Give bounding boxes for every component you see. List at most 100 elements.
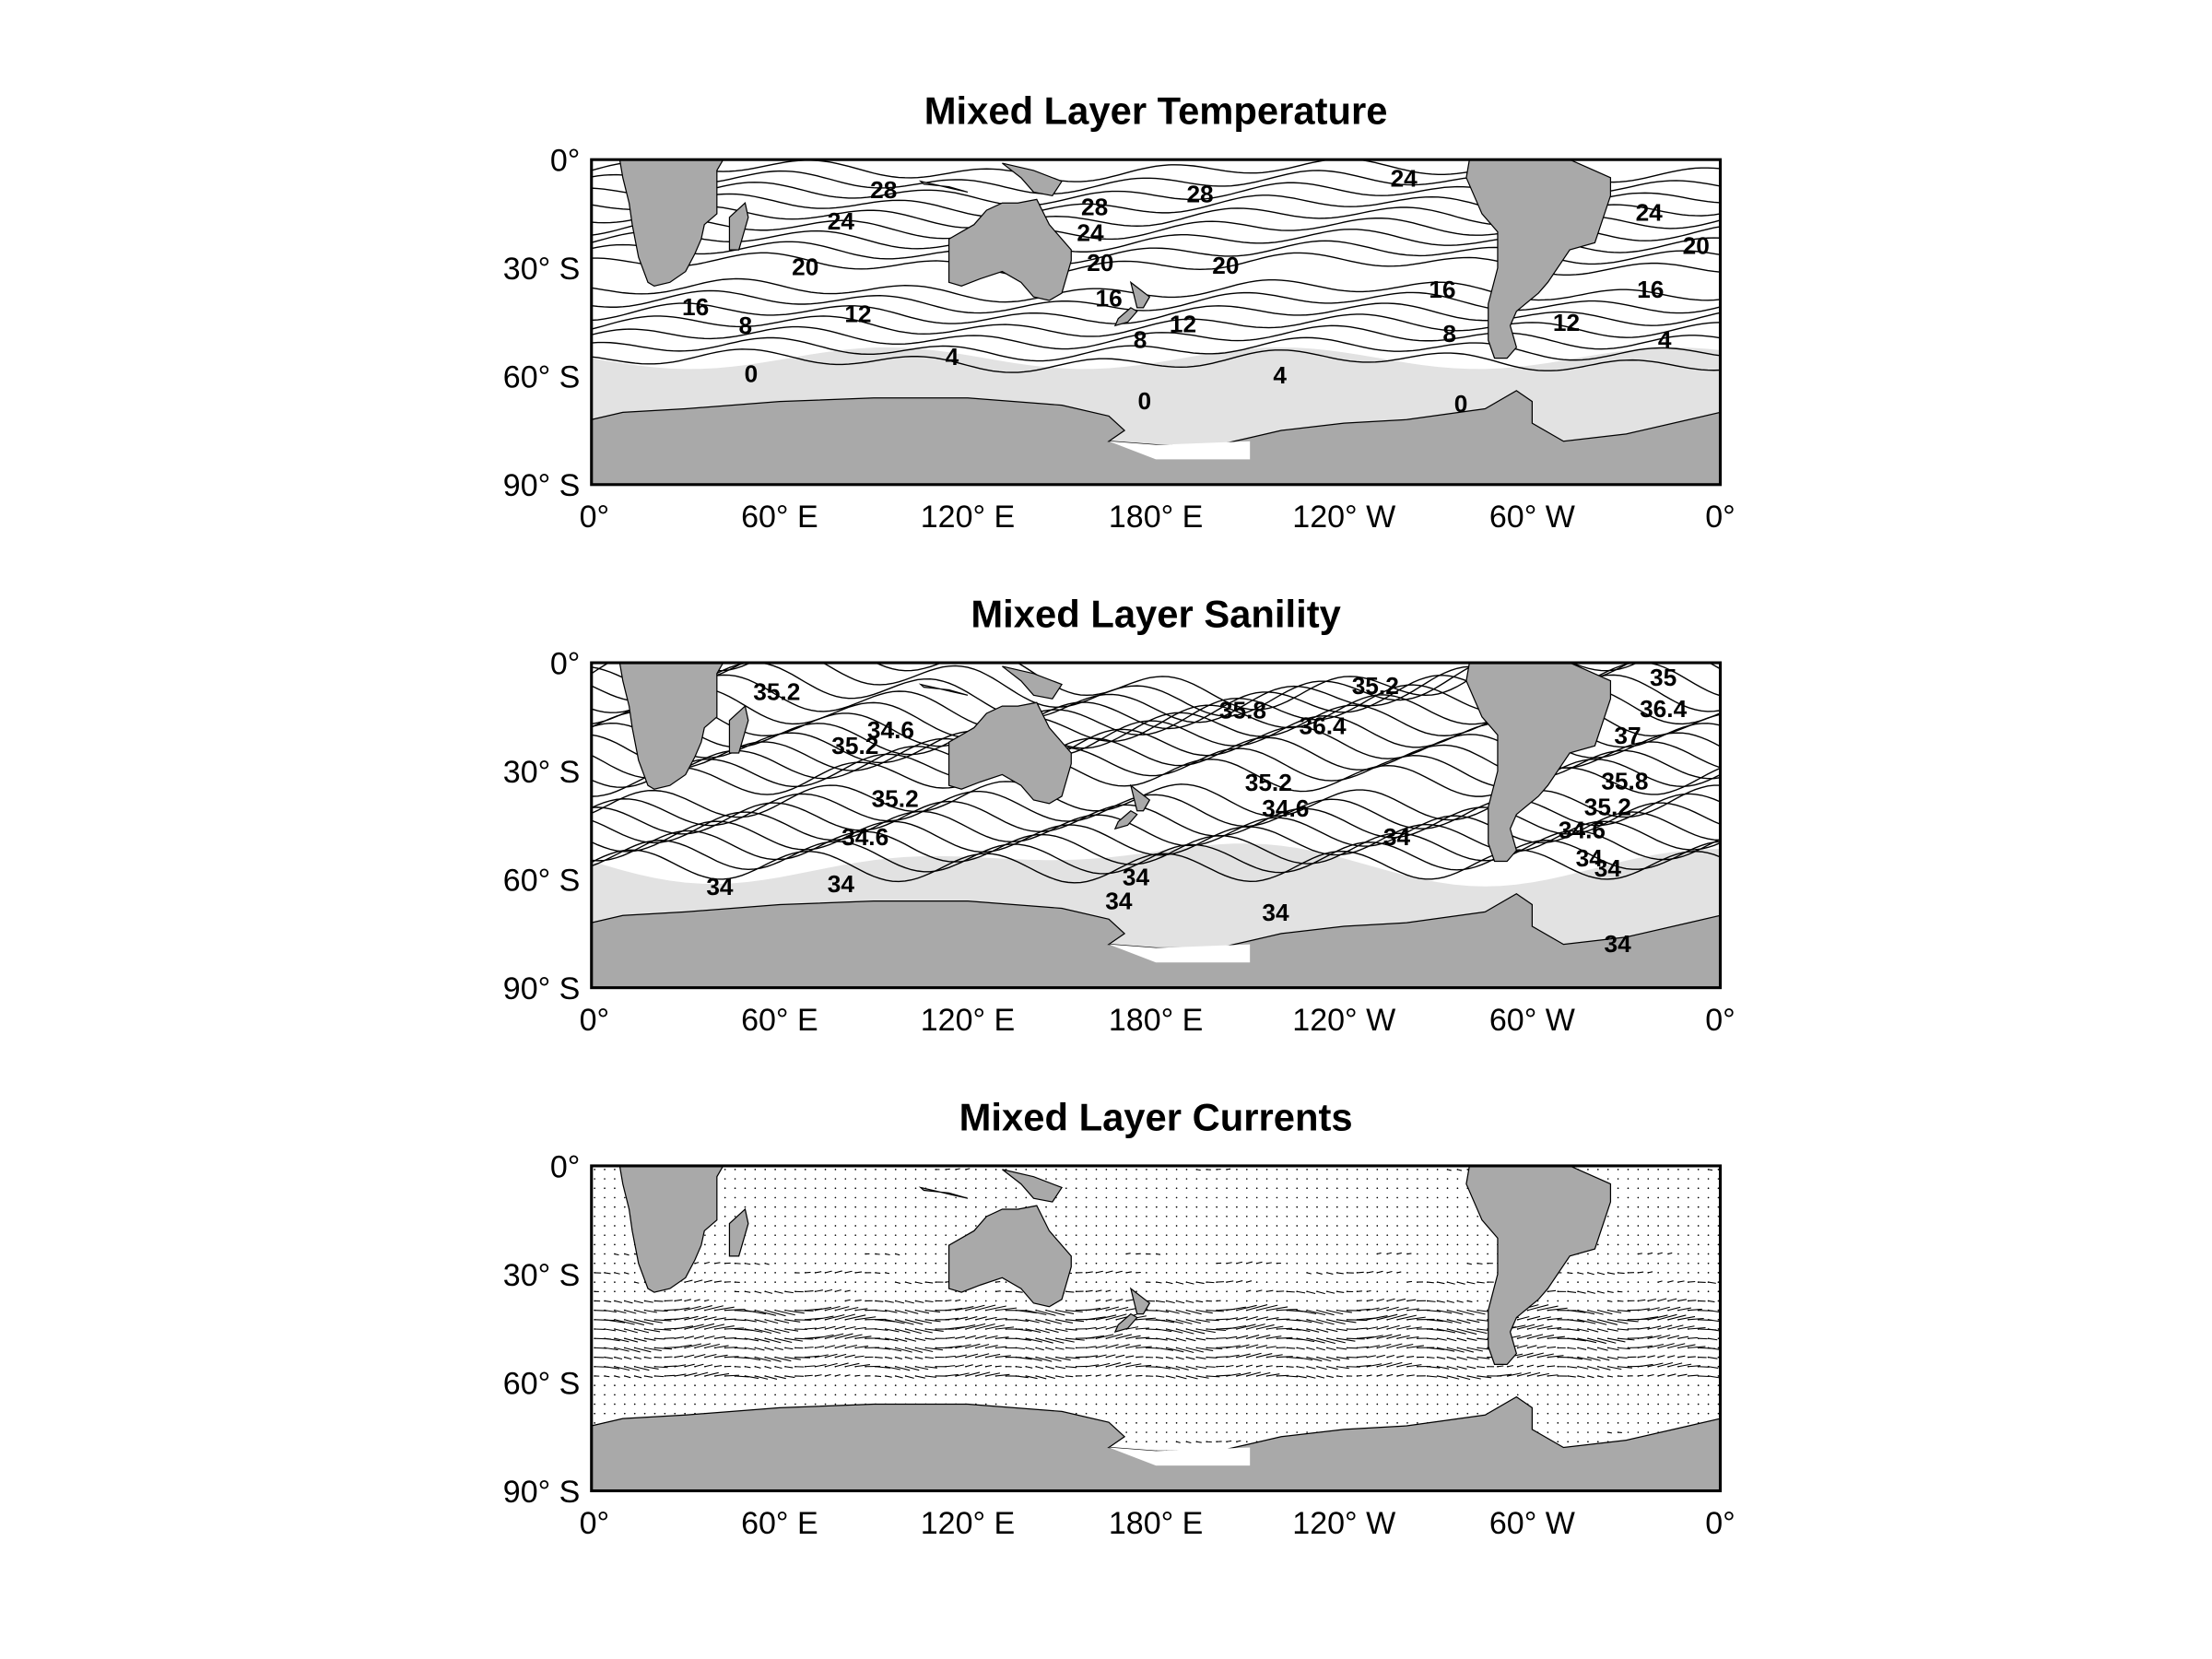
current-arrow [946, 1336, 956, 1339]
current-arrow [1648, 1373, 1654, 1377]
current-dot [774, 1394, 776, 1396]
current-arrow [1116, 1362, 1132, 1368]
current-dot [1095, 1169, 1098, 1171]
current-dot [1466, 1412, 1469, 1415]
current-dot [1175, 1253, 1178, 1255]
current-dot [924, 1272, 927, 1274]
current-arrow [1135, 1356, 1144, 1359]
current-arrow [1045, 1337, 1065, 1344]
current-dot [1596, 1422, 1599, 1424]
current-dot [1206, 1422, 1208, 1424]
current-dot [1125, 1206, 1127, 1208]
current-dot [1316, 1262, 1318, 1265]
current-dot [1647, 1187, 1650, 1190]
current-dot [1647, 1394, 1650, 1396]
current-arrow [825, 1333, 844, 1339]
current-arrow [1206, 1310, 1224, 1312]
current-arrow [895, 1337, 908, 1342]
current-arrow [895, 1375, 903, 1379]
current-dot [1506, 1394, 1509, 1396]
current-arrow [1186, 1375, 1198, 1380]
land [618, 663, 724, 790]
current-dot [724, 1178, 726, 1180]
current-arrow [1316, 1347, 1325, 1351]
current-dot [1697, 1196, 1700, 1199]
current-dot [1316, 1178, 1318, 1180]
contour-label: 34 [1105, 888, 1133, 915]
current-arrow [1106, 1325, 1117, 1330]
current-dot [1095, 1196, 1098, 1199]
current-arrow [1377, 1362, 1393, 1368]
current-arrow [1597, 1357, 1610, 1361]
current-dot [875, 1281, 877, 1283]
current-dot [1667, 1412, 1669, 1415]
current-dot [1426, 1384, 1429, 1386]
current-dot [824, 1178, 827, 1180]
current-dot [1577, 1403, 1579, 1406]
current-arrow [694, 1323, 715, 1330]
current-dot [1155, 1262, 1158, 1265]
current-arrow [1336, 1328, 1347, 1332]
current-dot [1135, 1234, 1137, 1237]
current-dot [1356, 1262, 1359, 1265]
current-dot [724, 1300, 726, 1302]
current-dot [704, 1290, 706, 1293]
current-arrow [815, 1374, 822, 1377]
current-arrow [1036, 1357, 1053, 1362]
current-dot [1025, 1403, 1028, 1406]
current-dot [1487, 1234, 1488, 1237]
current-dot [594, 1412, 596, 1415]
y-tick-label: 60° S [503, 863, 581, 898]
current-arrow [1196, 1441, 1202, 1443]
current-arrow [1527, 1324, 1544, 1330]
current-dot [1115, 1384, 1118, 1386]
current-arrow [1316, 1310, 1335, 1316]
current-dot [1326, 1196, 1328, 1199]
current-dot [1135, 1187, 1137, 1190]
current-dot [1125, 1225, 1127, 1227]
current-dot [1536, 1403, 1539, 1406]
current-dot [1165, 1196, 1168, 1199]
y-tick-label: 0° [550, 1149, 581, 1184]
current-arrow [1547, 1326, 1562, 1330]
current-dot [764, 1169, 767, 1171]
current-dot [1637, 1394, 1640, 1396]
current-dot [1647, 1403, 1650, 1406]
current-dot [1105, 1178, 1108, 1180]
current-dot [664, 1394, 666, 1396]
current-dot [924, 1290, 927, 1293]
current-dot [1487, 1253, 1488, 1255]
contour-line [591, 830, 1721, 865]
current-dot [974, 1196, 977, 1199]
current-dot [875, 1169, 877, 1171]
current-arrow [845, 1289, 851, 1292]
current-dot [754, 1272, 757, 1274]
current-dot [1697, 1272, 1700, 1274]
current-dot [1406, 1178, 1408, 1180]
current-dot [1446, 1225, 1449, 1227]
current-dot [1356, 1243, 1359, 1246]
current-arrow [1677, 1307, 1691, 1312]
current-dot [794, 1234, 796, 1237]
contour-label: 35.2 [1352, 672, 1399, 700]
current-dot [1667, 1206, 1669, 1208]
current-dot [604, 1225, 606, 1227]
current-arrow [1387, 1306, 1399, 1312]
current-arrow [1096, 1270, 1103, 1274]
current-dot [824, 1243, 827, 1246]
current-dot [1185, 1234, 1188, 1237]
current-dot [1216, 1206, 1218, 1208]
current-arrow [1045, 1319, 1062, 1324]
current-dot [834, 1243, 837, 1246]
current-arrow [1657, 1335, 1671, 1339]
current-dot [1245, 1253, 1248, 1255]
current-dot [1667, 1215, 1669, 1218]
current-dot [1025, 1300, 1028, 1302]
current-dot [1596, 1403, 1599, 1406]
current-dot [1687, 1178, 1689, 1180]
current-dot [1356, 1412, 1359, 1415]
current-dot [1396, 1412, 1398, 1415]
current-arrow [794, 1319, 812, 1322]
current-dot [1587, 1281, 1589, 1283]
current-dot [1697, 1169, 1700, 1171]
